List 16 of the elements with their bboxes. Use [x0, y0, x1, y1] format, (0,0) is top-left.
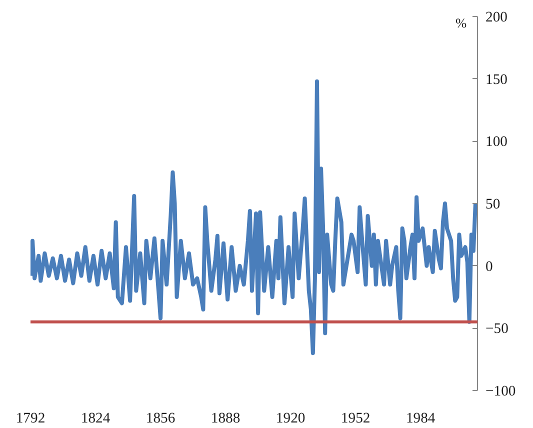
x-tick-label: 1856: [146, 410, 176, 426]
x-tick-label: 1888: [210, 410, 240, 426]
y-tick-label: 100: [486, 134, 508, 150]
x-tick-label: 1792: [16, 410, 46, 426]
y-tick-label: 200: [486, 10, 508, 26]
y-tick-label: 150: [486, 72, 508, 88]
y-tick-label: 0: [486, 258, 493, 275]
x-tick-label: 1920: [276, 410, 306, 426]
x-tick-label: 1952: [340, 410, 370, 426]
y-tick-label: −50: [486, 321, 508, 338]
x-tick-label: 1984: [406, 410, 436, 426]
y-tick-label: −100: [486, 384, 516, 400]
line-series: [30, 79, 478, 356]
y-tick-label: 50: [486, 196, 500, 212]
x-tick-label: 1824: [80, 410, 111, 426]
y-axis-title: %: [456, 16, 467, 30]
